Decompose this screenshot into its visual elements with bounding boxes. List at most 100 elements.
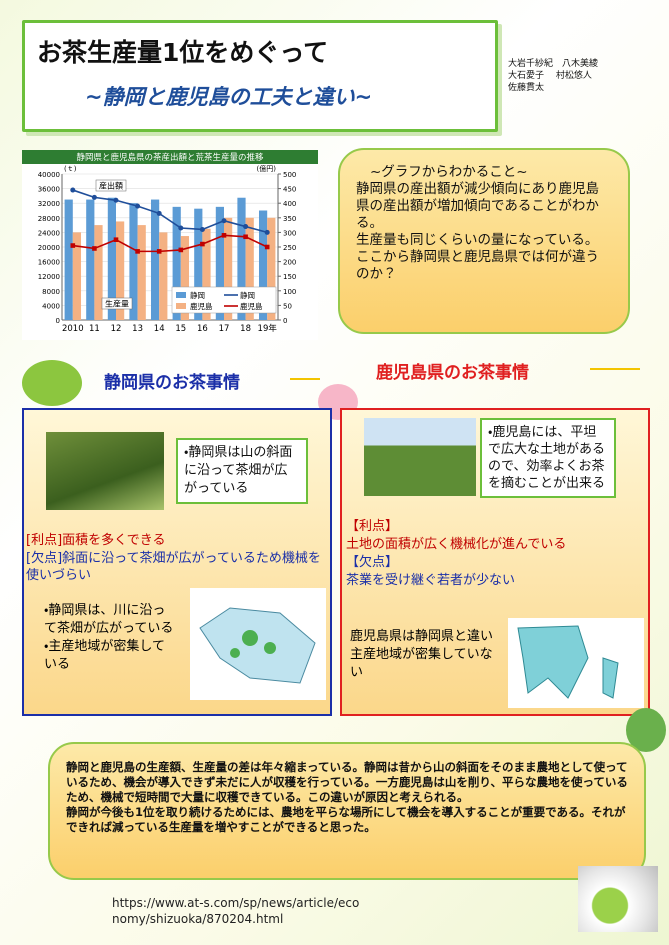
author: 大岩千紗紀 八木美綾 (508, 58, 598, 70)
line-marker (222, 218, 227, 223)
y-tick-label: 28000 (38, 215, 60, 223)
line-marker (200, 227, 205, 232)
line-marker (265, 245, 270, 250)
title-box: お茶生産量1位をめぐって ~静岡と鹿児島の工夫と違い~ (22, 20, 498, 132)
legend-label: 静岡 (240, 290, 255, 300)
notes-line: 生産量も同じくらいの量になっている。 (356, 232, 612, 249)
y-tick-label: 36000 (38, 186, 60, 194)
y2-tick-label: 0 (283, 317, 287, 325)
demerit: 茶業を受け継ぐ若者が少ない (346, 572, 646, 589)
y2-tick-label: 250 (283, 244, 296, 252)
y-unit: (ｔ) (64, 165, 77, 173)
map-caption: 鹿児島県は静岡県と違い主産地域が密集していない (350, 628, 500, 682)
map-caption: ・静岡県は、川に沿って茶畑が広がっている ・主産地域が密集している (44, 602, 174, 674)
y2-tick-label: 200 (283, 259, 296, 267)
map-shape (508, 618, 644, 708)
line-marker (71, 243, 76, 248)
map-caption-line: ・静岡県は、川に沿って茶畑が広がっている (44, 602, 174, 638)
line-marker (265, 230, 270, 235)
annotation: 生産量 (105, 299, 129, 309)
photo (364, 418, 476, 496)
y2-unit: (億円) (257, 164, 277, 173)
x-tick-label: 17 (219, 324, 230, 334)
y-tick-label: 4000 (42, 302, 60, 310)
x-tick-label: 2010 (62, 324, 84, 334)
x-tick-label: 15 (175, 324, 186, 334)
y-tick-label: 20000 (38, 244, 60, 252)
y-tick-label: 32000 (38, 200, 60, 208)
line-marker (178, 226, 183, 231)
y2-tick-label: 350 (283, 215, 296, 223)
y-tick-label: 24000 (38, 229, 60, 237)
heading-rule (590, 368, 640, 370)
map (508, 618, 644, 708)
y-tick-label: 40000 (38, 171, 60, 179)
chart: 静岡県と鹿児島県の茶産出額と荒茶生産量の推移040008000120001600… (22, 150, 318, 340)
y2-tick-label: 500 (283, 171, 296, 179)
author: 大石愛子 村松悠人 (508, 70, 598, 82)
legend-swatch (176, 303, 186, 309)
line-marker (135, 249, 140, 254)
shizuoka-panel: ・静岡県は山の斜面に沿って茶畑が広がっている [利点]面積を多くできる [欠点]… (22, 408, 332, 716)
bar (159, 232, 167, 320)
y-tick-label: 16000 (38, 259, 60, 267)
chart-title: 静岡県と鹿児島県の茶産出額と荒茶生産量の推移 (76, 152, 264, 163)
merit-label: 【利点】 (346, 518, 398, 535)
map (190, 588, 326, 700)
photo-caption: ・鹿児島には、平坦で広大な土地があるので、効率よくお茶を摘むことが出来る (480, 418, 616, 498)
authors: 大岩千紗紀 八木美綾 大石愛子 村松悠人 佐藤貫太 (508, 58, 598, 94)
map-caption-line: ・主産地域が密集している (44, 638, 174, 674)
line-marker (222, 233, 227, 238)
y2-tick-label: 50 (283, 302, 292, 310)
bar (65, 200, 73, 320)
y2-tick-label: 300 (283, 229, 296, 237)
bar (151, 200, 159, 320)
photo (46, 432, 164, 510)
legend-label: 静岡 (190, 290, 205, 300)
y2-tick-label: 150 (283, 273, 296, 281)
line-marker (135, 204, 140, 209)
section-heading: 鹿児島県のお茶事情 (376, 358, 529, 383)
y-tick-label: 0 (56, 317, 60, 325)
line-marker (200, 242, 205, 247)
x-tick-label: 11 (89, 324, 100, 334)
annotation: 産出額 (99, 181, 123, 191)
title: お茶生産量1位をめぐって (37, 33, 328, 69)
x-tick-label: 12 (111, 324, 122, 334)
line-marker (179, 248, 184, 253)
graph-notes: ~グラフからわかること~ 静岡県の産出額が減少傾向にあり鹿児島県の産出額が増加傾… (338, 148, 630, 334)
demerit: [欠点]斜面に沿って茶畑が広がっているため機械を使いづらい (26, 550, 326, 584)
heading-rule (290, 378, 320, 380)
y2-tick-label: 400 (283, 200, 296, 208)
conclusion: 静岡と鹿児島の生産額、生産量の差は年々縮まっている。静岡は昔から山の斜面をそのま… (48, 742, 646, 880)
bar (86, 200, 94, 320)
line-marker (114, 198, 119, 203)
subtitle: ~静岡と鹿児島の工夫と違い~ (85, 81, 372, 111)
line-marker (157, 249, 162, 254)
bar (94, 225, 102, 320)
x-tick-label: 18 (240, 324, 251, 334)
notes-line: ここから静岡県と鹿児島県では何が違うのか？ (356, 249, 612, 283)
line-marker (243, 234, 248, 239)
y-tick-label: 8000 (42, 288, 60, 296)
y-tick-label: 12000 (38, 273, 60, 281)
bar (138, 225, 146, 320)
merit: 土地の面積が広く機械化が進んでいる (346, 536, 646, 553)
line-marker (92, 195, 97, 200)
line-marker (92, 246, 97, 251)
y2-tick-label: 100 (283, 288, 296, 296)
conclusion-paragraph: 静岡が今後も1位を取り続けるためには、農地を平らな場所にして機会を導入することが… (66, 805, 628, 835)
author: 佐藤貫太 (508, 82, 598, 94)
legend-label: 鹿児島 (190, 301, 213, 311)
tea-photo (578, 866, 658, 932)
line-marker (70, 188, 75, 193)
x-tick-label: 19年 (258, 323, 278, 334)
kagoshima-panel: ・鹿児島には、平坦で広大な土地があるので、効率よくお茶を摘むことが出来る 【利点… (340, 408, 650, 716)
line-marker (157, 211, 162, 216)
photo-caption: ・静岡県は山の斜面に沿って茶畑が広がっている (176, 438, 308, 504)
legend-label: 鹿児島 (240, 301, 263, 311)
poster: {"header": {"title": "お茶生産量1位をめぐって", "su… (0, 0, 669, 945)
legend-swatch (176, 292, 186, 298)
line-marker (243, 224, 248, 229)
notes-heading: ~グラフからわかること~ (356, 164, 612, 181)
